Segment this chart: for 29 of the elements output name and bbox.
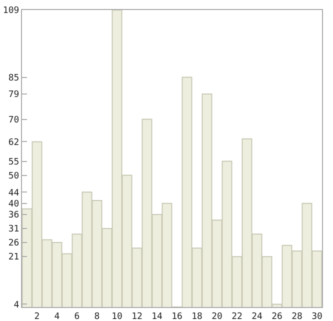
x-tick-label: 16 — [172, 312, 182, 321]
x-tick-label: 10 — [112, 312, 122, 321]
y-tick-label: 70 — [8, 115, 20, 126]
y-tick-label: 21 — [8, 252, 20, 263]
x-tick-label: 8 — [94, 312, 100, 321]
y-tick-label: 4 — [14, 300, 20, 310]
x-tick-label: 6 — [74, 312, 80, 321]
x-tick-label: 2 — [34, 312, 40, 321]
y-tick-label: 40 — [8, 199, 20, 210]
y-tick-label: 85 — [8, 73, 20, 84]
y-tick-label: 44 — [8, 188, 20, 198]
x-tick-label: 22 — [232, 312, 242, 321]
y-tick-label: 31 — [8, 224, 20, 235]
y-tick-label: 55 — [8, 157, 20, 168]
x-tick-label: 24 — [252, 312, 262, 321]
y-tick-label: 109 — [2, 6, 20, 16]
y-tick-label: 26 — [8, 238, 20, 249]
x-tick-label: 18 — [192, 312, 202, 321]
x-tick-label: 26 — [272, 312, 282, 321]
x-tick-label: 14 — [152, 312, 162, 321]
x-tick-label: 28 — [292, 312, 302, 321]
x-tick-label: 12 — [132, 312, 142, 321]
x-tick-label: 4 — [54, 312, 60, 321]
y-tick-label: 79 — [8, 90, 20, 100]
y-tick-label: 36 — [8, 210, 20, 221]
y-tick-label: 62 — [8, 138, 20, 148]
x-tick-label: 20 — [212, 312, 222, 321]
x-tick-label: 30 — [312, 312, 322, 321]
y-tick-label: 50 — [8, 171, 20, 182]
